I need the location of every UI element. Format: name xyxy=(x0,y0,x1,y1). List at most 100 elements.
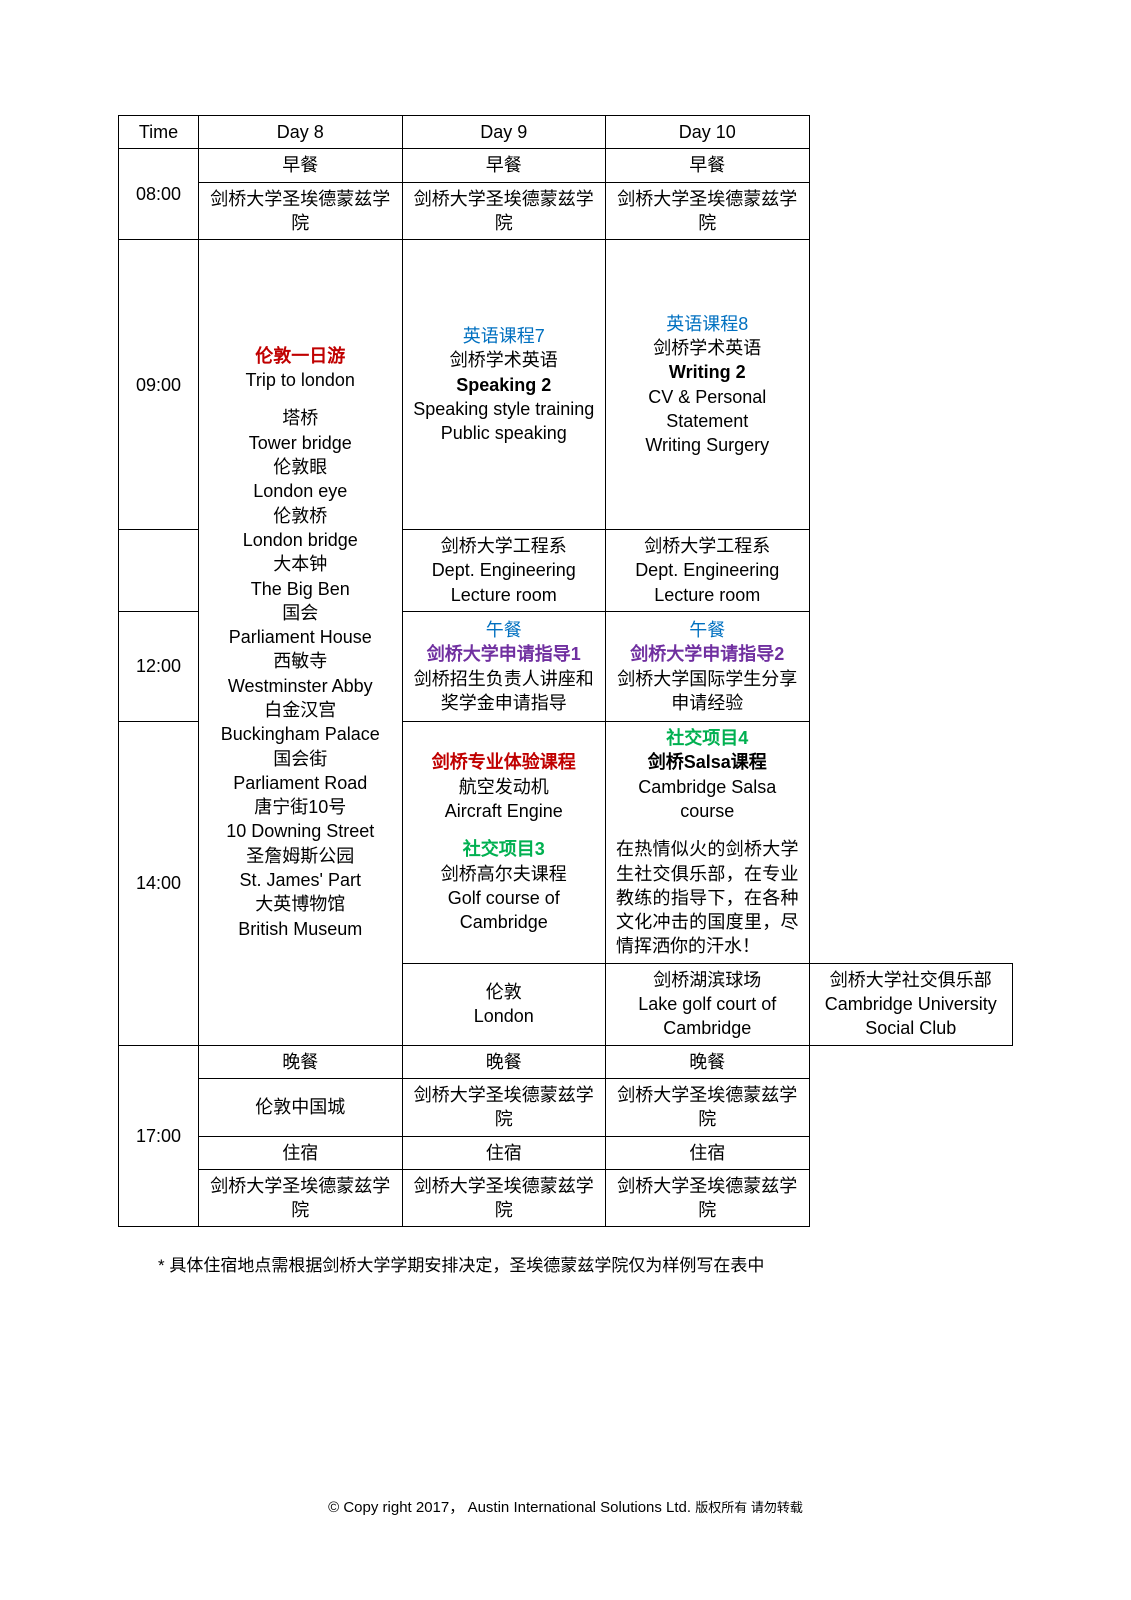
spacer xyxy=(612,823,803,837)
stay-loc-d9: 剑桥大学圣埃德蒙兹学院 xyxy=(402,1169,606,1227)
dinner-loc-d8: 伦敦中国城 xyxy=(199,1078,403,1136)
stay-label-d10: 住宿 xyxy=(606,1136,810,1169)
d9-lunch-title: 剑桥大学申请指导1 xyxy=(409,642,600,666)
d10-morn-loc-0: 剑桥大学工程系 xyxy=(612,534,803,558)
d9-aft-title-green: 社交项目3 xyxy=(409,837,600,861)
d10-lunch-label: 午餐 xyxy=(612,618,803,642)
sight-2-cn: 伦敦桥 xyxy=(205,504,396,528)
spacer xyxy=(205,392,396,406)
d9-morn-loc-2: Lecture room xyxy=(409,583,600,607)
dinner-label-d9: 晚餐 xyxy=(402,1045,606,1078)
breakfast-label-d9: 早餐 xyxy=(402,149,606,182)
d10-lunch: 午餐 剑桥大学申请指导2 剑桥大学国际学生分享申请经验 xyxy=(606,612,810,722)
sight-8-cn: 唐宁街10号 xyxy=(205,795,396,819)
d10-morn-l1: CV & Personal Statement xyxy=(612,385,803,434)
d9-aft-l4: Golf course of Cambridge xyxy=(409,886,600,935)
time-0800: 08:00 xyxy=(119,149,199,240)
footnote: * 具体住宿地点需根据剑桥大学学期安排决定，圣埃德蒙兹学院仅为样例写在表中 xyxy=(118,1251,1013,1276)
d9-morn-l2: Public speaking xyxy=(409,421,600,445)
d9-afternoon: 剑桥专业体验课程 航空发动机 Aircraft Engine 社交项目3 剑桥高… xyxy=(402,722,606,964)
d8-location: 伦敦 London xyxy=(402,963,606,1045)
d9-aft-title-red: 剑桥专业体验课程 xyxy=(409,750,600,774)
breakfast-loc-d9: 剑桥大学圣埃德蒙兹学院 xyxy=(402,182,606,240)
d8-loc-en: London xyxy=(409,1004,600,1028)
d10-aft-loc-0: 剑桥大学社交俱乐部 xyxy=(816,968,1007,992)
breakfast-location-row: 剑桥大学圣埃德蒙兹学院 剑桥大学圣埃德蒙兹学院 剑桥大学圣埃德蒙兹学院 xyxy=(119,182,1013,240)
dinner-label-d10: 晚餐 xyxy=(606,1045,810,1078)
d9-aft-loc-1: Lake golf court of Cambridge xyxy=(612,992,803,1041)
row-stay-loc: 剑桥大学圣埃德蒙兹学院 剑桥大学圣埃德蒙兹学院 剑桥大学圣埃德蒙兹学院 xyxy=(119,1169,1013,1227)
row-dinner-label: 17:00 晚餐 晚餐 晚餐 xyxy=(119,1045,1013,1078)
sight-3-en: The Big Ben xyxy=(205,577,396,601)
sight-0-en: Tower bridge xyxy=(205,431,396,455)
header-day-9: Day 9 xyxy=(402,116,606,149)
d9-morn-loc: 剑桥大学工程系 Dept. Engineering Lecture room xyxy=(402,530,606,612)
schedule-table: Time Day 8 Day 9 Day 10 08:00 早餐 早餐 早餐 剑… xyxy=(118,115,1013,1227)
sight-7-en: Parliament Road xyxy=(205,771,396,795)
sight-6-en: Buckingham Palace xyxy=(205,722,396,746)
d10-morn-l2: Writing Surgery xyxy=(612,433,803,457)
d9-morn-loc-0: 剑桥大学工程系 xyxy=(409,534,600,558)
breakfast-loc-d8: 剑桥大学圣埃德蒙兹学院 xyxy=(199,182,403,240)
sight-10-cn: 大英博物馆 xyxy=(205,892,396,916)
d9-aft-l3: 剑桥高尔夫课程 xyxy=(409,862,600,886)
time-1400: 14:00 xyxy=(119,722,199,1046)
d10-aft-loc: 剑桥大学社交俱乐部 Cambridge University Social Cl… xyxy=(809,963,1013,1045)
sight-1-cn: 伦敦眼 xyxy=(205,455,396,479)
d10-morn-sub2: Writing 2 xyxy=(612,360,803,384)
row-dinner-loc: 伦敦中国城 剑桥大学圣埃德蒙兹学院 剑桥大学圣埃德蒙兹学院 xyxy=(119,1078,1013,1136)
day10-morning: 英语课程8 剑桥学术英语 Writing 2 CV & Personal Sta… xyxy=(606,240,810,530)
d9-lunch-line: 剑桥招生负责人讲座和奖学金申请指导 xyxy=(409,667,600,716)
header-day-8: Day 8 xyxy=(199,116,403,149)
d10-lunch-line: 剑桥大学国际学生分享申请经验 xyxy=(612,667,803,716)
d10-aft-loc-1: Cambridge University xyxy=(816,992,1007,1016)
time-0900: 09:00 xyxy=(119,240,199,530)
dinner-loc-d10: 剑桥大学圣埃德蒙兹学院 xyxy=(606,1078,810,1136)
page-root: Time Day 8 Day 9 Day 10 08:00 早餐 早餐 早餐 剑… xyxy=(0,0,1131,1577)
breakfast-label-d8: 早餐 xyxy=(199,149,403,182)
d10-morn-loc-2: Lecture room xyxy=(612,583,803,607)
sight-0-cn: 塔桥 xyxy=(205,406,396,430)
sight-6-cn: 白金汉宫 xyxy=(205,698,396,722)
sight-5-cn: 西敏寺 xyxy=(205,649,396,673)
d10-morn-loc: 剑桥大学工程系 Dept. Engineering Lecture room xyxy=(606,530,810,612)
row-0900-activity: 09:00 伦敦一日游 Trip to london 塔桥 Tower brid… xyxy=(119,240,1013,530)
row-stay-label: 住宿 住宿 住宿 xyxy=(119,1136,1013,1169)
d10-aft-bold: 剑桥Salsa课程 xyxy=(612,750,803,774)
sight-7-cn: 国会街 xyxy=(205,747,396,771)
day8-title: 伦敦一日游 xyxy=(205,344,396,368)
header-time: Time xyxy=(119,116,199,149)
d10-aft-en: Cambridge Salsa course xyxy=(612,775,803,824)
d10-aft-para: 在热情似火的剑桥大学生社交俱乐部，在专业教练的指导下，在各种文化冲击的国度里，尽… xyxy=(612,837,803,958)
d9-morn-loc-1: Dept. Engineering xyxy=(409,558,600,582)
d10-morn-sub1: 剑桥学术英语 xyxy=(612,336,803,360)
day9-morning: 英语课程7 剑桥学术英语 Speaking 2 Speaking style t… xyxy=(402,240,606,530)
dinner-loc-d9: 剑桥大学圣埃德蒙兹学院 xyxy=(402,1078,606,1136)
d9-aft-l1: 航空发动机 xyxy=(409,775,600,799)
d9-lunch: 午餐 剑桥大学申请指导1 剑桥招生负责人讲座和奖学金申请指导 xyxy=(402,612,606,722)
sight-5-en: Westminster Abby xyxy=(205,674,396,698)
d9-morn-l1: Speaking style training xyxy=(409,397,600,421)
d9-lunch-label: 午餐 xyxy=(409,618,600,642)
spacer xyxy=(409,823,600,837)
sight-9-cn: 圣詹姆斯公园 xyxy=(205,844,396,868)
copyright-main: © Copy right 2017， Austin International … xyxy=(328,1499,691,1516)
day8-title-en: Trip to london xyxy=(205,368,396,392)
stay-label-d9: 住宿 xyxy=(402,1136,606,1169)
copyright: © Copy right 2017， Austin International … xyxy=(118,1496,1013,1517)
d9-morn-sub2: Speaking 2 xyxy=(409,373,600,397)
d9-morn-sub1: 剑桥学术英语 xyxy=(409,348,600,372)
d10-morn-title: 英语课程8 xyxy=(612,312,803,336)
d9-aft-loc-0: 剑桥湖滨球场 xyxy=(612,968,803,992)
dinner-label-d8: 晚餐 xyxy=(199,1045,403,1078)
day8-london-trip: 伦敦一日游 Trip to london 塔桥 Tower bridge 伦敦眼… xyxy=(199,240,403,1045)
time-1200: 12:00 xyxy=(119,612,199,722)
d10-aft-title-green: 社交项目4 xyxy=(612,726,803,750)
d9-morn-title: 英语课程7 xyxy=(409,324,600,348)
time-1700: 17:00 xyxy=(119,1045,199,1227)
copyright-tail: 版权所有 请勿转载 xyxy=(695,1500,803,1515)
d10-aft-loc-2: Social Club xyxy=(816,1016,1007,1040)
stay-loc-d8: 剑桥大学圣埃德蒙兹学院 xyxy=(199,1169,403,1227)
d10-afternoon: 社交项目4 剑桥Salsa课程 Cambridge Salsa course 在… xyxy=(606,722,810,964)
header-day-10: Day 10 xyxy=(606,116,810,149)
